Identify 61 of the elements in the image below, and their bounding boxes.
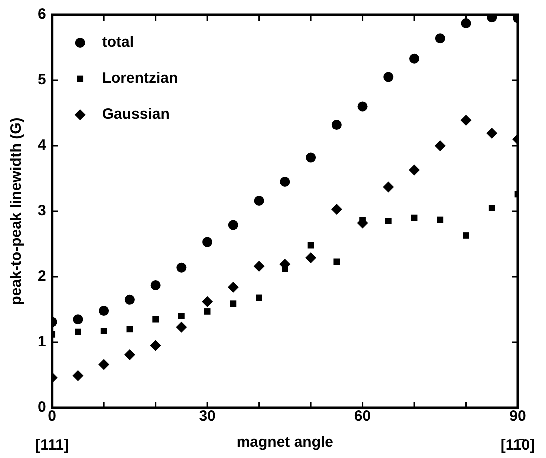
y-tick-label: 5 [38, 72, 46, 89]
point [228, 282, 239, 293]
point [126, 326, 134, 333]
point [306, 252, 317, 264]
point [486, 128, 498, 140]
point [178, 313, 185, 320]
point [99, 306, 110, 316]
point [383, 182, 394, 193]
point [280, 177, 290, 188]
point [256, 294, 262, 302]
point [282, 266, 288, 272]
point [228, 220, 238, 230]
x-tick-label: 60 [354, 408, 372, 426]
point [254, 196, 264, 206]
point [410, 54, 420, 64]
point [334, 258, 340, 266]
point [72, 370, 84, 382]
point [306, 152, 316, 163]
text: [111] [36, 437, 70, 454]
point [204, 308, 211, 315]
y-tick-label: 3 [38, 202, 46, 220]
point [409, 164, 420, 176]
legend-label: Lorentzian [102, 70, 178, 88]
point [463, 232, 470, 239]
y-tick-label: 4 [38, 137, 47, 154]
y-tick-label: 6 [38, 6, 46, 24]
y-tick-label: 1 [38, 334, 46, 351]
point [437, 216, 444, 224]
point [461, 18, 472, 29]
point [150, 340, 162, 352]
point [332, 120, 342, 130]
point [331, 204, 342, 216]
point [435, 34, 446, 44]
point [152, 316, 160, 323]
point [176, 322, 188, 333]
point [385, 218, 392, 225]
point [358, 102, 368, 112]
y-tick-label: 2 [38, 268, 46, 286]
x-tick-label: 30 [199, 408, 216, 426]
x-axis-title: magnet angle [236, 434, 334, 452]
point [488, 205, 496, 212]
point [384, 72, 394, 82]
legend-label: total [102, 34, 134, 52]
point [124, 349, 136, 360]
point [98, 359, 110, 370]
point [124, 294, 135, 305]
point [460, 114, 472, 126]
x-tick-label: 90 [510, 408, 526, 426]
point [73, 314, 84, 325]
point [434, 140, 446, 152]
legend-label: Gaussian [102, 106, 170, 124]
point [254, 261, 265, 272]
point [100, 328, 108, 335]
y-axis-title: peak-to-peak linewidth (G) [8, 118, 26, 306]
point [202, 237, 213, 248]
point [230, 300, 237, 308]
point [75, 328, 82, 336]
point [202, 296, 214, 308]
point [150, 280, 161, 291]
text: [11̄0] [500, 437, 536, 454]
point [176, 262, 187, 273]
